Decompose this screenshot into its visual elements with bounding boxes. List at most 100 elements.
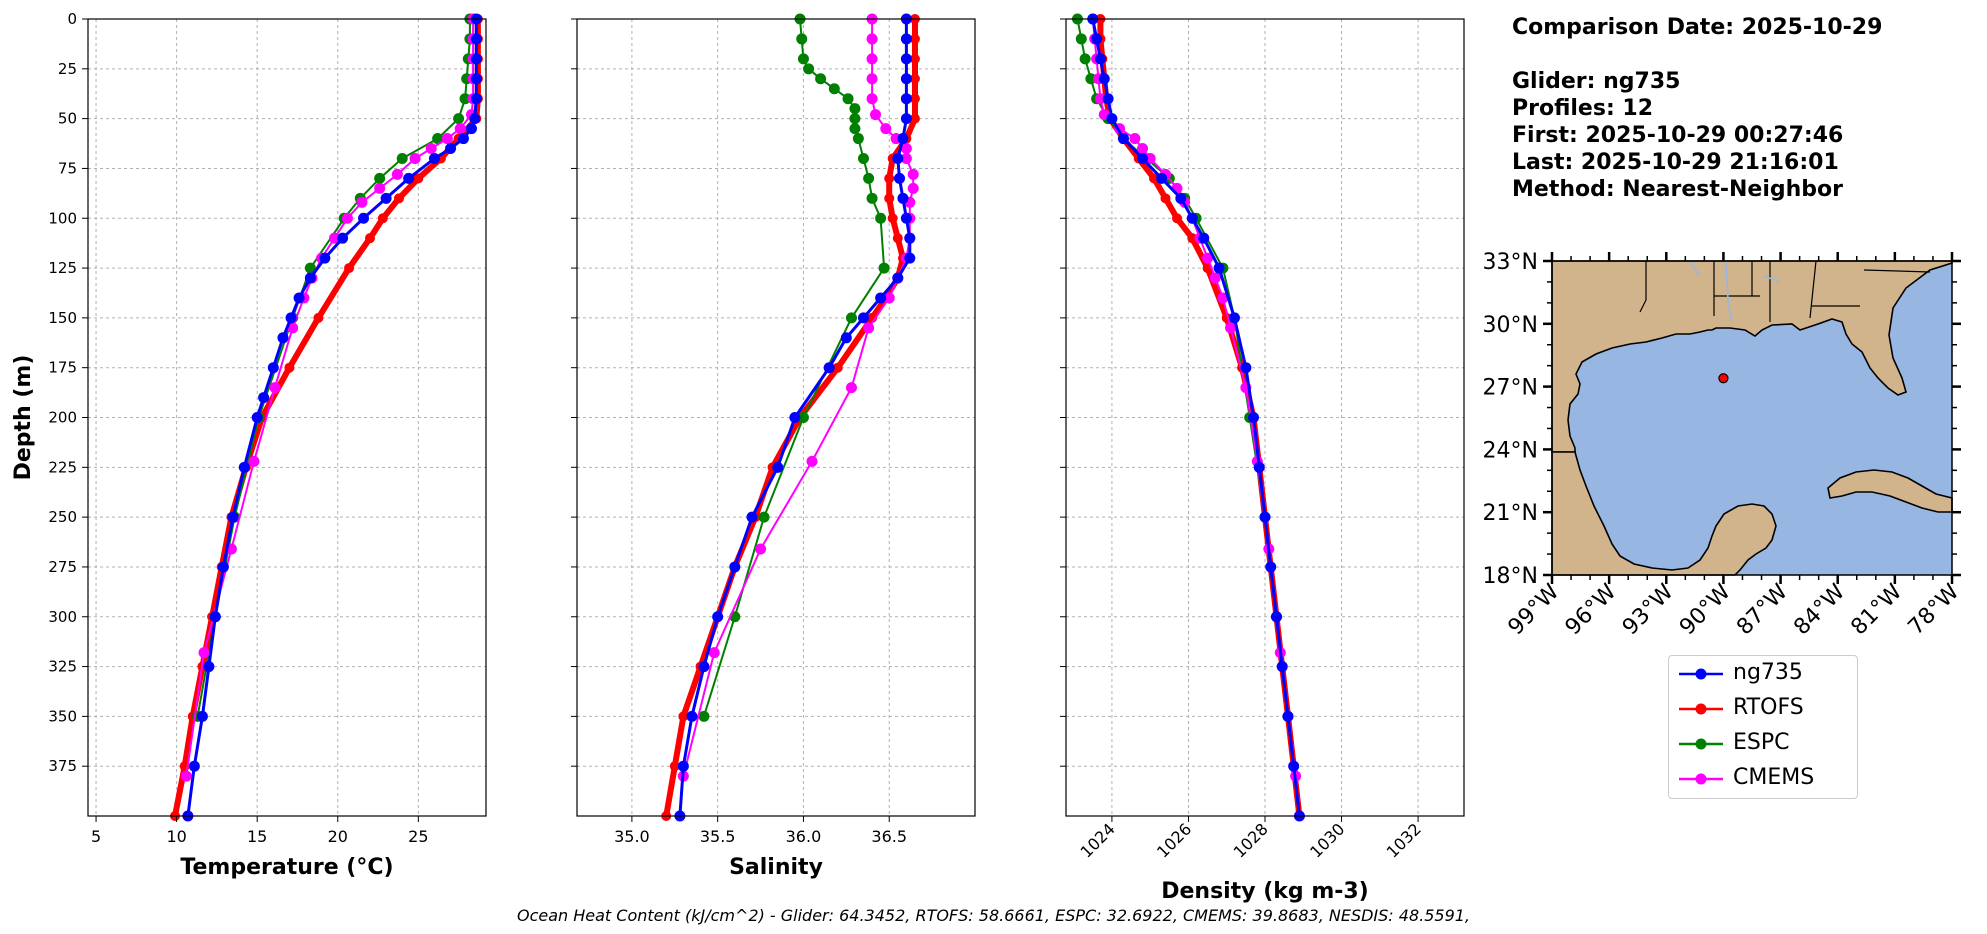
data-point-rtofs bbox=[909, 113, 920, 124]
data-point-espc bbox=[849, 113, 861, 125]
data-point-ng735 bbox=[469, 113, 481, 125]
data-point-espc bbox=[758, 511, 770, 523]
data-point-rtofs bbox=[284, 362, 295, 373]
data-point-ng735 bbox=[1288, 760, 1300, 772]
data-point-cmems bbox=[341, 212, 353, 224]
data-point-ng735 bbox=[1117, 133, 1129, 145]
data-point-rtofs bbox=[377, 213, 388, 224]
data-point-cmems bbox=[755, 543, 767, 555]
data-point-ng735 bbox=[470, 73, 482, 85]
x-tick-label: 1026 bbox=[1153, 819, 1195, 861]
x-tick-label: 20 bbox=[328, 827, 348, 846]
map-lon-label: 87°W bbox=[1732, 579, 1793, 640]
legend-item-espc: ESPC bbox=[1677, 728, 1852, 758]
data-point-ng735 bbox=[1253, 461, 1265, 473]
y-tick-label: 375 bbox=[48, 757, 77, 775]
map-panel: 99°W96°W93°W90°W87°W84°W81°W78°W33°N30°N… bbox=[1483, 250, 1965, 640]
map-lat-label: 21°N bbox=[1483, 501, 1538, 526]
data-point-cmems bbox=[1144, 152, 1156, 164]
y-tick-label: 100 bbox=[48, 209, 77, 227]
data-point-rtofs bbox=[909, 53, 920, 64]
map-rivers bbox=[1689, 260, 1781, 323]
data-point-ng735 bbox=[1094, 53, 1106, 65]
data-point-ng735 bbox=[188, 760, 200, 772]
legend-label-espc: ESPC bbox=[1733, 730, 1790, 755]
data-point-ng735 bbox=[251, 412, 263, 423]
x-tick-label: 1024 bbox=[1077, 819, 1119, 861]
data-point-ng735 bbox=[677, 760, 689, 772]
data-point-cmems bbox=[880, 123, 892, 135]
data-point-rtofs bbox=[909, 33, 920, 44]
data-point-espc bbox=[842, 93, 854, 105]
data-point-ng735 bbox=[1282, 710, 1294, 722]
data-point-ng735 bbox=[277, 332, 289, 344]
data-point-cmems bbox=[441, 133, 453, 145]
glider-position-marker bbox=[1718, 373, 1729, 384]
data-point-ng735 bbox=[304, 272, 316, 284]
map-lon-label: 96°W bbox=[1561, 579, 1622, 640]
data-point-espc bbox=[797, 412, 809, 423]
ocean-heat-content-footer: Ocean Heat Content (kJ/cm^2) - Glider: 6… bbox=[516, 906, 1471, 925]
data-point-cmems bbox=[269, 382, 281, 394]
x-tick-label: 10 bbox=[166, 827, 186, 846]
y-tick-label: 0 bbox=[67, 10, 77, 28]
data-point-rtofs bbox=[909, 73, 920, 84]
data-point-cmems bbox=[907, 182, 919, 194]
legend-marker-rtofs bbox=[1695, 703, 1707, 715]
data-point-cmems bbox=[409, 152, 421, 164]
data-point-espc bbox=[863, 172, 875, 184]
data-point-ng735 bbox=[238, 461, 250, 473]
data-point-espc bbox=[849, 123, 861, 135]
legend-marker-ng735 bbox=[1695, 668, 1707, 680]
data-point-ng735 bbox=[897, 133, 909, 145]
map-frame bbox=[1551, 260, 1953, 576]
data-point-rtofs bbox=[832, 362, 843, 373]
data-point-cmems bbox=[866, 73, 878, 85]
y-tick-label: 250 bbox=[48, 508, 77, 526]
data-point-cmems bbox=[883, 292, 895, 304]
data-point-espc bbox=[878, 262, 890, 274]
map-lon-label: 93°W bbox=[1618, 579, 1679, 640]
data-point-ng735 bbox=[789, 412, 801, 423]
x-tick-label: 36.5 bbox=[871, 827, 907, 846]
y-tick-label: 75 bbox=[58, 159, 77, 177]
data-point-ng735 bbox=[1276, 661, 1288, 673]
y-tick-label: 225 bbox=[48, 458, 77, 476]
data-point-espc bbox=[797, 53, 809, 65]
data-point-ng735 bbox=[1259, 511, 1271, 523]
data-point-ng735 bbox=[1175, 192, 1187, 204]
data-point-rtofs bbox=[678, 711, 689, 722]
data-point-ng735 bbox=[1198, 232, 1210, 244]
data-point-ng735 bbox=[196, 710, 208, 722]
data-point-cmems bbox=[900, 143, 912, 155]
data-point-ng735 bbox=[892, 152, 904, 164]
data-point-rtofs bbox=[1187, 233, 1198, 244]
data-point-cmems bbox=[1137, 143, 1149, 155]
data-point-espc bbox=[453, 113, 465, 125]
data-point-ng735 bbox=[712, 611, 724, 623]
map-lat-label: 27°N bbox=[1483, 376, 1538, 401]
data-point-ng735 bbox=[900, 53, 912, 65]
y-tick-label: 25 bbox=[58, 60, 77, 78]
data-point-cmems bbox=[287, 322, 299, 334]
legend-marker-cmems bbox=[1695, 773, 1707, 785]
data-point-ng735 bbox=[267, 362, 279, 374]
data-point-ng735 bbox=[823, 362, 835, 374]
data-point-cmems bbox=[356, 196, 368, 208]
data-point-ng735 bbox=[1106, 113, 1118, 125]
data-point-cmems bbox=[870, 109, 881, 121]
last-profile-time: Last: 2025-10-29 21:16:01 bbox=[1512, 150, 1839, 175]
legend-marker-espc bbox=[1695, 738, 1707, 750]
y-tick-label: 325 bbox=[48, 658, 77, 676]
data-point-espc bbox=[396, 152, 408, 164]
data-point-ng735 bbox=[772, 461, 784, 473]
data-point-ng735 bbox=[900, 33, 912, 45]
data-point-cmems bbox=[708, 647, 720, 659]
data-point-espc bbox=[374, 172, 386, 184]
data-point-cmems bbox=[1225, 322, 1237, 334]
y-tick-label: 125 bbox=[48, 259, 77, 277]
data-point-ng735 bbox=[428, 152, 440, 164]
data-point-ng735 bbox=[897, 192, 909, 204]
legend-item-cmems: CMEMS bbox=[1677, 763, 1852, 793]
data-point-espc bbox=[857, 152, 869, 164]
